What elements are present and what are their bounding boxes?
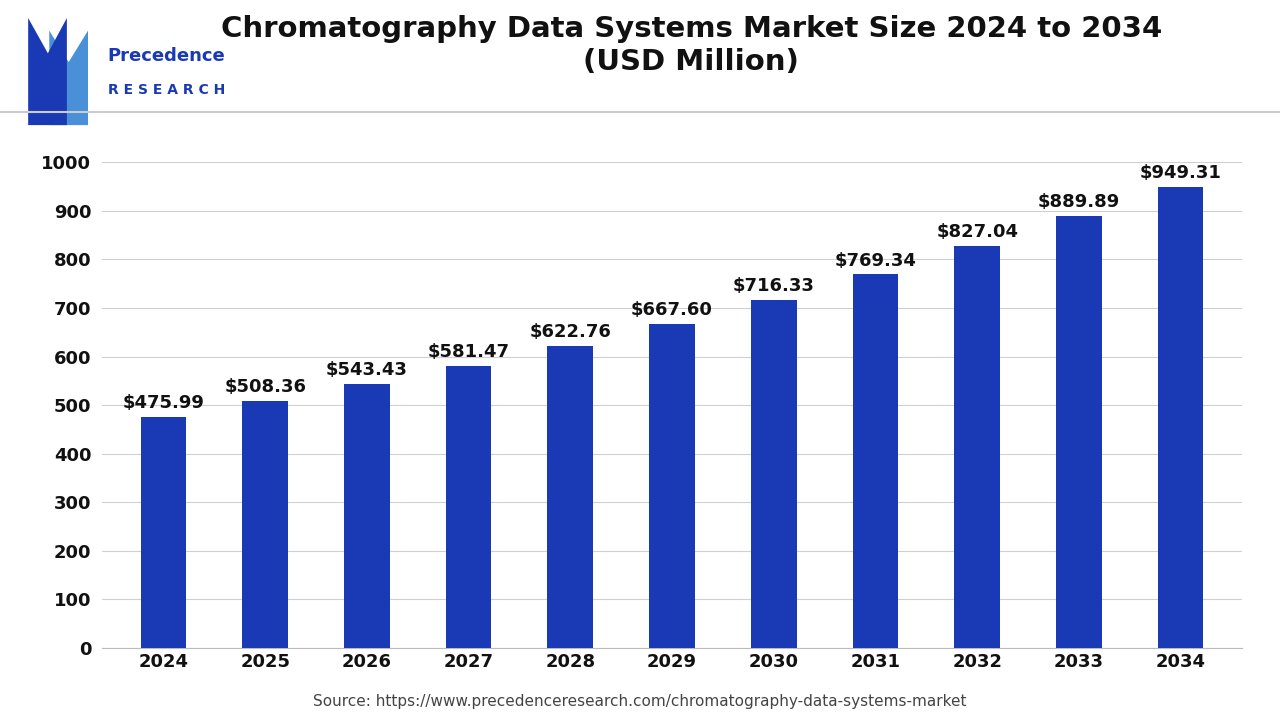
Bar (1056, 216, 1102, 648)
Bar (955, 246, 1000, 648)
Text: $475.99: $475.99 (123, 394, 205, 412)
Bar (141, 417, 187, 648)
Text: $889.89: $889.89 (1038, 193, 1120, 211)
Text: $581.47: $581.47 (428, 343, 509, 361)
Text: $622.76: $622.76 (530, 323, 612, 341)
Bar (344, 384, 389, 648)
Text: $769.34: $769.34 (835, 251, 916, 269)
Text: $667.60: $667.60 (631, 301, 713, 319)
Text: $949.31: $949.31 (1139, 164, 1221, 182)
Bar (548, 346, 593, 648)
Text: $716.33: $716.33 (732, 277, 814, 295)
Text: $543.43: $543.43 (326, 361, 408, 379)
Text: R E S E A R C H: R E S E A R C H (108, 83, 225, 96)
Text: Chromatography Data Systems Market Size 2024 to 2034
(USD Million): Chromatography Data Systems Market Size … (220, 15, 1162, 76)
Text: Precedence: Precedence (108, 47, 225, 65)
Bar (649, 324, 695, 648)
Polygon shape (28, 18, 67, 125)
Bar (852, 274, 899, 648)
Text: $508.36: $508.36 (224, 378, 306, 396)
Bar (242, 401, 288, 648)
Bar (1157, 187, 1203, 648)
Bar (751, 300, 796, 648)
Bar (445, 366, 492, 648)
Polygon shape (50, 30, 88, 125)
Text: $827.04: $827.04 (936, 223, 1018, 241)
Text: Source: https://www.precedenceresearch.com/chromatography-data-systems-market: Source: https://www.precedenceresearch.c… (314, 694, 966, 709)
